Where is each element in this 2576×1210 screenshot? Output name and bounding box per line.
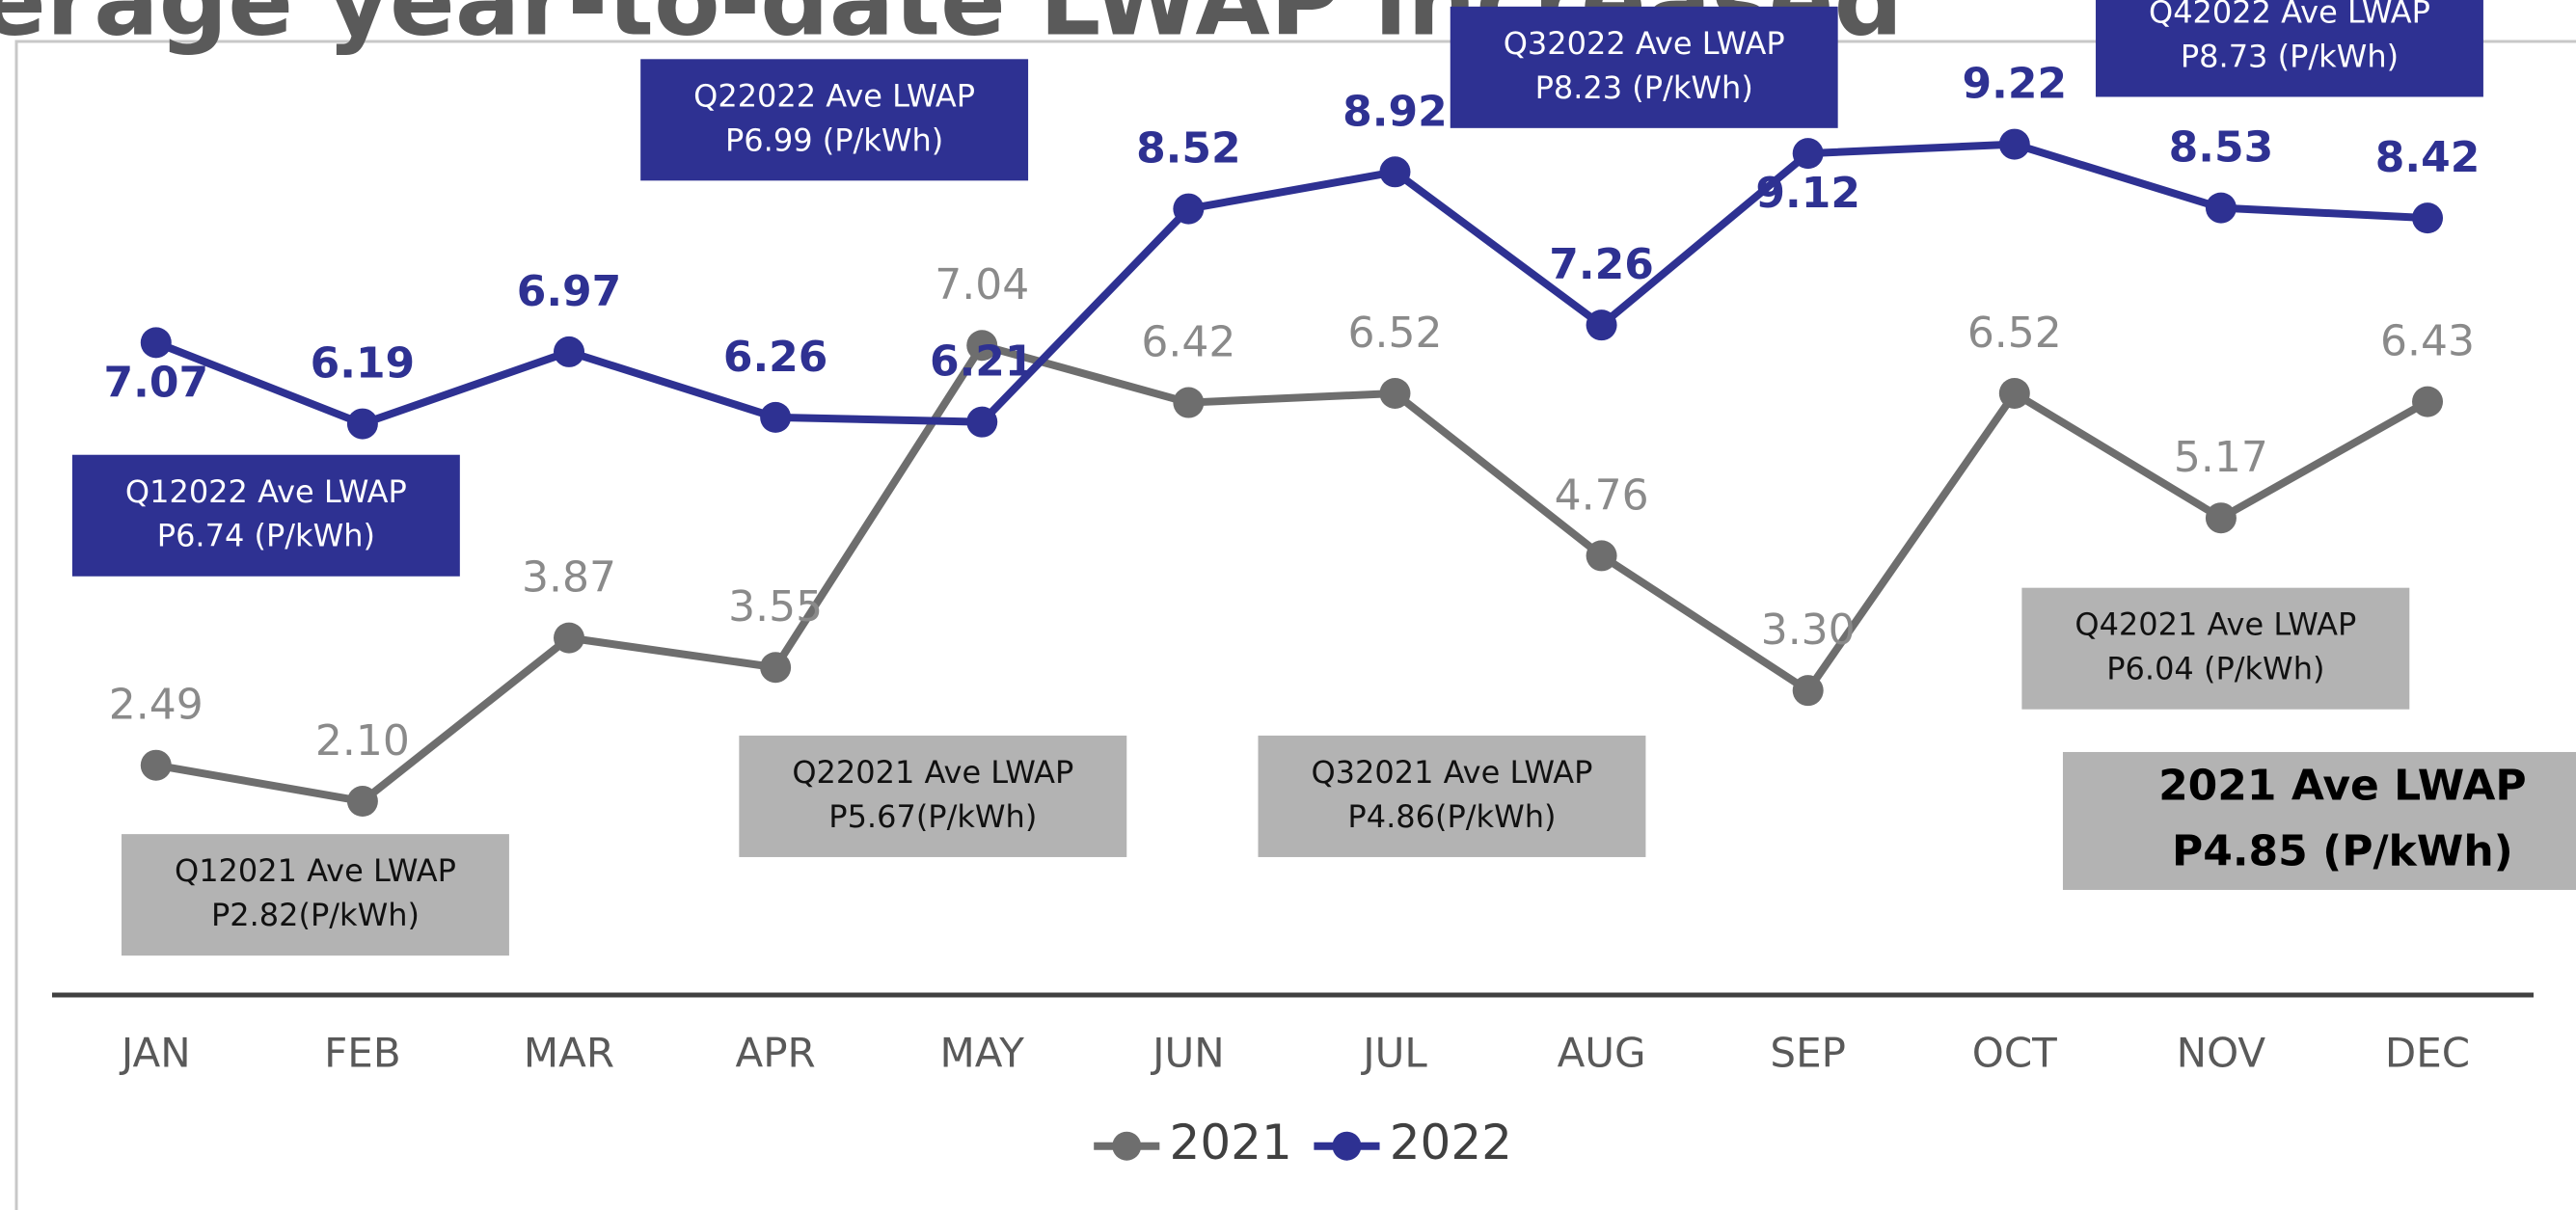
- annotation-box: [122, 834, 509, 956]
- data-point: [554, 622, 585, 654]
- data-label: 9.12: [1755, 169, 1860, 218]
- x-tick-label: JUN: [1150, 1030, 1225, 1077]
- data-point: [1586, 309, 1617, 341]
- annotation-text: P5.67(P/kWh): [828, 798, 1037, 835]
- annotation-box: [1450, 6, 1838, 128]
- x-tick-label: JUL: [1360, 1030, 1427, 1077]
- annotation-text: Q12021 Ave LWAP: [175, 852, 456, 889]
- data-label: 9.22: [1963, 60, 2068, 109]
- data-point: [1998, 377, 2030, 409]
- data-point: [760, 652, 792, 684]
- legend-marker: [1112, 1131, 1142, 1161]
- data-label: 3.87: [522, 553, 616, 603]
- x-tick-label: AUG: [1558, 1030, 1646, 1077]
- data-label: 3.55: [728, 582, 823, 632]
- data-label: 8.42: [2375, 133, 2481, 182]
- annotation-box: [2096, 0, 2483, 97]
- data-label: 5.17: [2174, 433, 2268, 482]
- data-point: [760, 401, 792, 433]
- annotation-text: P4.85 (P/kWh): [2172, 827, 2513, 876]
- data-label: 7.07: [104, 358, 209, 407]
- x-tick-label: MAY: [940, 1030, 1025, 1077]
- data-point: [346, 408, 378, 440]
- data-label: 8.52: [1136, 124, 1241, 174]
- data-label: 6.97: [517, 267, 622, 316]
- data-point: [1998, 128, 2030, 160]
- data-label: 8.92: [1342, 87, 1448, 136]
- x-tick-label: SEP: [1770, 1030, 1846, 1077]
- annotation-text: Q42021 Ave LWAP: [2074, 606, 2356, 643]
- x-tick-label: FEB: [324, 1030, 401, 1077]
- data-point: [140, 327, 172, 359]
- legend-marker: [1332, 1131, 1362, 1161]
- annotation-text: P6.74 (P/kWh): [157, 518, 375, 554]
- series-line: [154, 140, 2428, 428]
- annotation-text: 2021 Ave LWAP: [2158, 761, 2527, 810]
- data-point: [554, 336, 585, 367]
- data-point: [1792, 675, 1824, 707]
- data-point: [2205, 192, 2237, 224]
- annotation-box: [71, 454, 460, 577]
- data-point: [1792, 138, 1824, 170]
- annotation-text: P8.23 (P/kWh): [1535, 69, 1753, 106]
- data-point: [966, 330, 998, 362]
- data-label: 6.19: [311, 339, 416, 389]
- data-point: [1173, 193, 1205, 225]
- annotation-box: [739, 735, 1127, 857]
- data-label: 7.04: [935, 260, 1029, 309]
- series-line: [155, 341, 2429, 806]
- data-label: 6.21: [930, 337, 1035, 387]
- annotation-text: Q42022 Ave LWAP: [2149, 0, 2430, 30]
- data-label: 2.49: [109, 681, 203, 730]
- data-label: 7.26: [1549, 240, 1654, 289]
- data-label: 6.43: [2380, 317, 2475, 366]
- x-tick-label: APR: [736, 1030, 816, 1077]
- annotation-text: Q22021 Ave LWAP: [792, 754, 1073, 791]
- x-tick-label: JAN: [119, 1030, 191, 1077]
- data-point: [2205, 502, 2237, 534]
- annotation-text: P8.73 (P/kWh): [2181, 38, 2399, 74]
- data-point: [1173, 387, 1205, 418]
- data-label: 3.30: [1761, 605, 1856, 655]
- data-label: 6.52: [1347, 309, 1442, 358]
- data-point: [140, 749, 172, 781]
- data-point: [1586, 540, 1617, 572]
- x-tick-label: DEC: [2385, 1030, 2470, 1077]
- data-point: [2412, 386, 2444, 417]
- annotation-text: P6.04 (P/kWh): [2106, 651, 2324, 687]
- annotation-text: P6.99 (P/kWh): [725, 121, 943, 158]
- annotation-box: [2062, 751, 2576, 891]
- data-point: [966, 406, 998, 438]
- data-point: [2412, 202, 2444, 234]
- x-tick-label: OCT: [1972, 1030, 2057, 1077]
- legend-label: 2021: [1170, 1115, 1292, 1170]
- annotation-text: Q32021 Ave LWAP: [1311, 754, 1592, 791]
- annotation-text: P4.86(P/kWh): [1347, 798, 1556, 835]
- data-point: [346, 786, 378, 818]
- legend-label: 2022: [1390, 1115, 1512, 1170]
- data-point: [1379, 156, 1411, 188]
- annotation-text: Q12022 Ave LWAP: [125, 473, 407, 510]
- data-label: 4.76: [1555, 471, 1649, 520]
- x-tick-label: MAR: [524, 1030, 614, 1077]
- annotation-box: [1258, 735, 1646, 857]
- annotation-text: Q22022 Ave LWAP: [693, 77, 975, 114]
- annotation-text: P2.82(P/kWh): [211, 897, 420, 933]
- annotation-box: [640, 59, 1029, 181]
- data-label: 6.52: [1967, 309, 2062, 358]
- x-tick-label: NOV: [2177, 1030, 2266, 1077]
- annotation-text: Q32022 Ave LWAP: [1504, 25, 1785, 62]
- data-point: [1379, 377, 1411, 409]
- data-label: 2.10: [315, 716, 410, 766]
- data-label: 8.53: [2169, 123, 2274, 173]
- data-label: 6.26: [723, 333, 828, 382]
- annotation-box: [2021, 587, 2410, 710]
- data-label: 6.42: [1141, 318, 1235, 367]
